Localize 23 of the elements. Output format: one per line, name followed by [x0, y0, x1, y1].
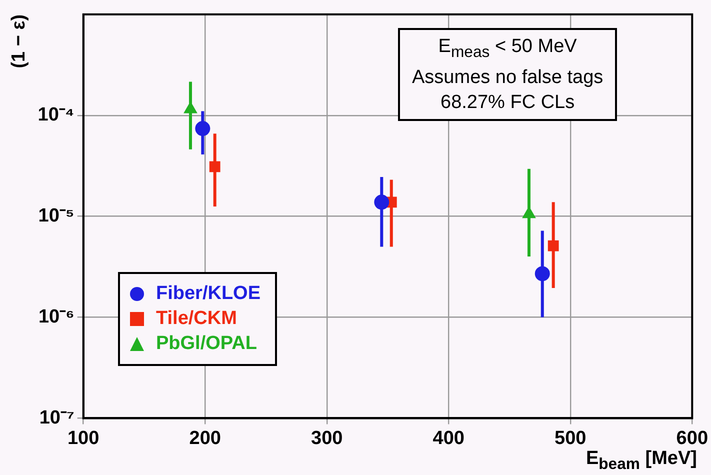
x-tick-label: 600: [676, 428, 708, 449]
legend-label: PbGl/OPAL: [156, 333, 257, 355]
x-tick-label: 500: [554, 428, 586, 449]
y-tick-label: 10⁻⁶: [38, 306, 74, 328]
point: [195, 121, 210, 136]
point: [548, 240, 559, 252]
point: [374, 194, 390, 210]
annotation: E$_{meas}$ < 50 MeV: [437, 35, 578, 63]
legend-label: Tile/CKM: [156, 308, 237, 330]
x-axis-title: E$_{beam}$ [MeV]: [586, 448, 697, 474]
x-tick-label: 100: [67, 428, 100, 449]
x-tick-label: 400: [432, 428, 464, 449]
point: [209, 161, 220, 172]
annotation: 68.27% FC CLs: [440, 90, 576, 115]
point: [534, 266, 550, 282]
y-tick-label: 10⁻⁷: [39, 407, 74, 428]
y-axis-title: (1 − ε): [8, 14, 30, 68]
x-tick-label: 200: [189, 428, 221, 449]
legend-label: Fiber/KLOE: [156, 283, 261, 305]
y-tick-label: 10⁻⁵: [38, 206, 74, 227]
x-tick-label: 300: [311, 428, 343, 449]
annotation: Assumes no false tags: [412, 66, 604, 90]
y-tick-label: 10⁻⁴: [38, 104, 74, 126]
